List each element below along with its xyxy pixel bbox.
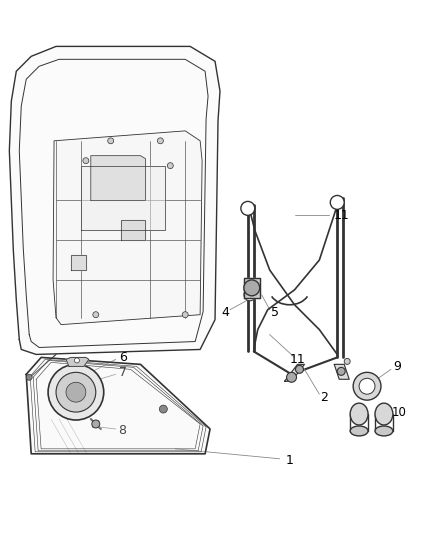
Circle shape	[92, 420, 100, 428]
Circle shape	[344, 358, 350, 365]
Polygon shape	[244, 278, 260, 298]
Text: 5: 5	[271, 306, 279, 319]
Circle shape	[93, 312, 99, 318]
Text: 6: 6	[119, 351, 127, 364]
Circle shape	[337, 367, 345, 375]
Ellipse shape	[350, 403, 368, 425]
Polygon shape	[285, 365, 304, 381]
Circle shape	[286, 373, 297, 382]
Circle shape	[167, 163, 173, 168]
Polygon shape	[120, 220, 145, 240]
Circle shape	[244, 280, 260, 296]
Circle shape	[241, 201, 255, 215]
Polygon shape	[334, 365, 349, 379]
Circle shape	[48, 365, 104, 420]
Text: 7: 7	[119, 366, 127, 379]
Polygon shape	[26, 358, 210, 454]
Circle shape	[83, 158, 89, 164]
Ellipse shape	[375, 403, 393, 425]
Circle shape	[157, 138, 163, 144]
Text: 9: 9	[393, 360, 401, 373]
Circle shape	[26, 374, 32, 380]
Polygon shape	[81, 166, 165, 230]
Circle shape	[74, 358, 79, 363]
Circle shape	[296, 365, 304, 373]
Circle shape	[353, 373, 381, 400]
Polygon shape	[66, 358, 89, 366]
Text: 11: 11	[290, 353, 305, 366]
Circle shape	[244, 289, 256, 301]
Circle shape	[56, 373, 96, 412]
Circle shape	[330, 196, 344, 209]
Circle shape	[359, 378, 375, 394]
Text: 2: 2	[320, 391, 328, 403]
Polygon shape	[9, 46, 220, 354]
Ellipse shape	[350, 426, 368, 436]
Polygon shape	[91, 156, 145, 200]
Circle shape	[159, 405, 167, 413]
Text: 8: 8	[119, 424, 127, 438]
Circle shape	[108, 138, 114, 144]
Circle shape	[66, 382, 86, 402]
Ellipse shape	[375, 426, 393, 436]
Text: 4: 4	[221, 306, 229, 319]
Polygon shape	[71, 255, 86, 270]
Circle shape	[182, 312, 188, 318]
Polygon shape	[53, 131, 202, 325]
Text: 11: 11	[333, 209, 349, 222]
Text: 1: 1	[286, 454, 293, 467]
Text: 10: 10	[392, 406, 406, 418]
